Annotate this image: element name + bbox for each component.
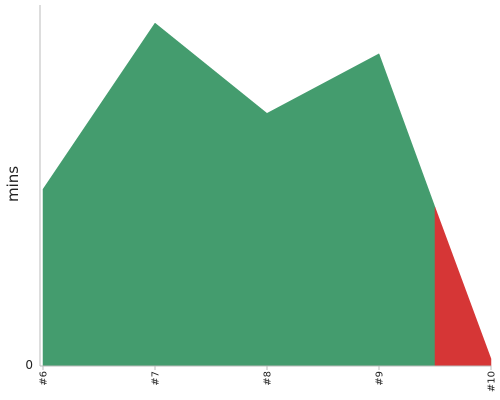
y-axis-title: mins bbox=[4, 166, 22, 202]
y-tick-label: 0 bbox=[25, 358, 33, 372]
plot-areas bbox=[42, 22, 492, 367]
x-tick-label: #7 bbox=[151, 371, 162, 386]
x-tick-label: #8 bbox=[263, 371, 274, 386]
x-axis-ticks: #6 #7 #8 #9 #10 bbox=[39, 366, 498, 392]
x-tick-label: #10 bbox=[487, 371, 498, 392]
x-tick-label: #9 bbox=[375, 371, 386, 386]
x-tick-label: #6 bbox=[39, 371, 50, 386]
area-series-1 bbox=[434, 207, 492, 367]
y-axis-ticks: 0 bbox=[25, 358, 33, 372]
area-series-0 bbox=[42, 22, 436, 367]
